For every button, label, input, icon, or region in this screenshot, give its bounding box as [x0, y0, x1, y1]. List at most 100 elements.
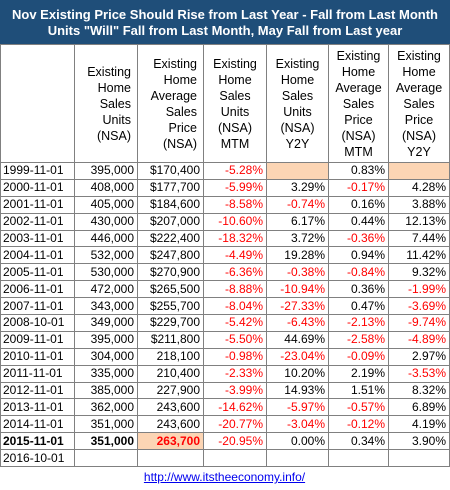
title-line-2: Units "Will" Fall from Last Month, May F… — [47, 22, 403, 38]
cell-units: 395,000 — [74, 330, 138, 349]
cell-price-mtm: -0.36% — [328, 229, 389, 248]
cell-units-mtm: -5.99% — [203, 178, 267, 197]
cell-price-mtm: 0.34% — [328, 432, 389, 451]
cell-units: 304,000 — [74, 347, 138, 366]
table-row: 2009-11-01 395,000 $211,800 -5.50% 44.69% -2.… — [0, 330, 450, 349]
cell-units-y2y: 14.93% — [266, 381, 329, 400]
cell-price-y2y: 3.88% — [388, 195, 450, 214]
cell-units-mtm: -5.50% — [203, 330, 267, 349]
cell-units: 335,000 — [74, 364, 138, 383]
cell-units-y2y: 44.69% — [266, 330, 329, 349]
cell-date: 2015-11-01 — [0, 432, 75, 451]
header-price-mtm: Existing Home Average Sales Price (NSA) … — [328, 44, 389, 163]
cell-price-y2y — [388, 449, 450, 468]
cell-units-mtm: -8.88% — [203, 280, 267, 299]
cell-units-y2y: -0.74% — [266, 195, 329, 214]
cell-units — [74, 449, 138, 468]
cell-price-mtm: 0.44% — [328, 212, 389, 231]
cell-units: 408,000 — [74, 178, 138, 197]
cell-units-mtm: -4.49% — [203, 246, 267, 265]
cell-price-y2y: -3.53% — [388, 364, 450, 383]
cell-price: $207,000 — [137, 212, 204, 231]
cell-units-y2y — [266, 449, 329, 468]
table-row: 2013-11-01 362,000 243,600 -14.62% -5.97% -0.… — [0, 398, 450, 417]
cell-date: 2008-10-01 — [0, 314, 75, 332]
cell-price-y2y: -4.89% — [388, 330, 450, 349]
table-row: 2016-10-01 — [0, 449, 450, 468]
header-price: Existing Home Average Sales Price (NSA) — [137, 44, 204, 163]
cell-units: 446,000 — [74, 229, 138, 248]
cell-units-y2y — [266, 162, 329, 180]
cell-price-y2y: 4.19% — [388, 415, 450, 434]
cell-date: 2013-11-01 — [0, 398, 75, 417]
cell-units-mtm: -10.60% — [203, 212, 267, 231]
cell-units: 395,000 — [74, 162, 138, 180]
cell-price: 263,700 — [137, 432, 204, 451]
cell-price-y2y: 2.97% — [388, 347, 450, 366]
cell-price: 227,900 — [137, 381, 204, 400]
header-units: Existing Home Sales Units (NSA) — [74, 44, 138, 163]
cell-price-mtm: 2.19% — [328, 364, 389, 383]
cell-price: $211,800 — [137, 330, 204, 349]
cell-units-y2y: 10.20% — [266, 364, 329, 383]
table-row: 2002-11-01 430,000 $207,000 -10.60% 6.17% 0.4… — [0, 212, 450, 231]
cell-price-mtm: 1.51% — [328, 381, 389, 400]
cell-price-mtm: 0.47% — [328, 297, 389, 316]
cell-date: 2014-11-01 — [0, 415, 75, 434]
cell-units-mtm: -14.62% — [203, 398, 267, 417]
title-banner: Nov Existing Price Should Rise from Last… — [0, 0, 450, 45]
cell-price: $265,500 — [137, 280, 204, 299]
cell-units-mtm: -0.98% — [203, 347, 267, 366]
cell-date: 2003-11-01 — [0, 229, 75, 248]
cell-units-y2y: -0.38% — [266, 263, 329, 282]
cell-price: $247,800 — [137, 246, 204, 265]
cell-units-mtm: -20.77% — [203, 415, 267, 434]
header-units-mtm: Existing Home Sales Units (NSA) MTM — [203, 44, 267, 163]
cell-units-y2y: 3.72% — [266, 229, 329, 248]
header-date — [0, 44, 75, 163]
cell-units-mtm: -20.95% — [203, 432, 267, 451]
header-price-y2y: Existing Home Average Sales Price (NSA) … — [388, 44, 450, 163]
cell-units: 351,000 — [74, 415, 138, 434]
cell-units-y2y: 6.17% — [266, 212, 329, 231]
cell-units: 472,000 — [74, 280, 138, 299]
table-row: 2005-11-01 530,000 $270,900 -6.36% -0.38% -0.… — [0, 263, 450, 282]
cell-units-mtm: -8.58% — [203, 195, 267, 214]
cell-date: 2016-10-01 — [0, 449, 75, 468]
table-row: 2012-11-01 385,000 227,900 -3.99% 14.93% 1.51… — [0, 381, 450, 400]
source-link[interactable]: http://www.itstheeconomy.info/ — [143, 470, 306, 484]
cell-units-y2y: 3.29% — [266, 178, 329, 197]
cell-units: 343,000 — [74, 297, 138, 316]
cell-units-mtm: -6.36% — [203, 263, 267, 282]
cell-units: 362,000 — [74, 398, 138, 417]
cell-date: 2011-11-01 — [0, 364, 75, 383]
table-row: 2003-11-01 446,000 $222,400 -18.32% 3.72% -0.… — [0, 229, 450, 248]
cell-price-mtm — [328, 449, 389, 468]
header-units-y2y: Existing Home Sales Units (NSA) Y2Y — [266, 44, 329, 163]
cell-date: 2000-11-01 — [0, 178, 75, 197]
cell-price: $270,900 — [137, 263, 204, 282]
cell-price-y2y: 9.32% — [388, 263, 450, 282]
cell-price: $177,700 — [137, 178, 204, 197]
cell-units-mtm — [203, 449, 267, 468]
cell-date: 2002-11-01 — [0, 212, 75, 231]
cell-price-mtm: 0.16% — [328, 195, 389, 214]
cell-date: 2004-11-01 — [0, 246, 75, 265]
cell-price-y2y: -9.74% — [388, 314, 450, 332]
cell-price-y2y: 6.89% — [388, 398, 450, 417]
table-row: 2007-11-01 343,000 $255,700 -8.04% -27.33% 0.… — [0, 297, 450, 316]
cell-price: $184,600 — [137, 195, 204, 214]
table-row: 2000-11-01 408,000 $177,700 -5.99% 3.29% -0.1… — [0, 178, 450, 197]
cell-price-y2y: 11.42% — [388, 246, 450, 265]
cell-date: 2012-11-01 — [0, 381, 75, 400]
cell-price — [137, 449, 204, 468]
cell-units: 385,000 — [74, 381, 138, 400]
data-table: Existing Home Sales Units (NSA) Existing… — [0, 44, 450, 468]
table-row: 2014-11-01 351,000 243,600 -20.77% -3.04% -0.… — [0, 415, 450, 434]
cell-price: 243,600 — [137, 398, 204, 417]
cell-price-mtm: -0.17% — [328, 178, 389, 197]
cell-units-y2y: 0.00% — [266, 432, 329, 451]
cell-price-y2y: 7.44% — [388, 229, 450, 248]
table-row: 2001-11-01 405,000 $184,600 -8.58% -0.74% 0.1… — [0, 195, 450, 214]
cell-date: 1999-11-01 — [0, 162, 75, 180]
